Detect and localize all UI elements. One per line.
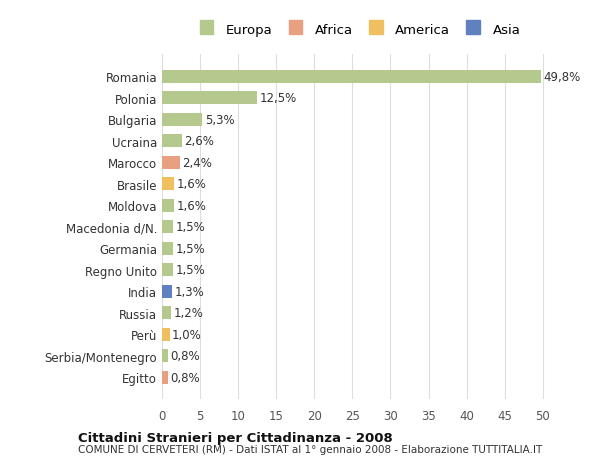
Bar: [162, 71, 541, 84]
Text: 0,8%: 0,8%: [170, 349, 200, 362]
Text: 2,6%: 2,6%: [184, 135, 214, 148]
Text: 1,6%: 1,6%: [176, 199, 206, 212]
Bar: [162, 135, 182, 148]
Legend: Europa, Africa, America, Asia: Europa, Africa, America, Asia: [193, 17, 527, 44]
Text: Cittadini Stranieri per Cittadinanza - 2008: Cittadini Stranieri per Cittadinanza - 2…: [78, 431, 393, 444]
Text: COMUNE DI CERVETERI (RM) - Dati ISTAT al 1° gennaio 2008 - Elaborazione TUTTITAL: COMUNE DI CERVETERI (RM) - Dati ISTAT al…: [78, 444, 542, 454]
Text: 1,3%: 1,3%: [174, 285, 204, 298]
Text: 5,3%: 5,3%: [205, 113, 234, 127]
Bar: [162, 199, 174, 212]
Text: 1,2%: 1,2%: [173, 307, 203, 319]
Bar: [162, 113, 202, 127]
Text: 2,4%: 2,4%: [182, 157, 212, 169]
Text: 1,5%: 1,5%: [176, 263, 205, 277]
Bar: [162, 178, 174, 191]
Text: 1,6%: 1,6%: [176, 178, 206, 191]
Bar: [162, 349, 168, 362]
Bar: [162, 328, 170, 341]
Bar: [162, 263, 173, 276]
Text: 1,5%: 1,5%: [176, 221, 205, 234]
Text: 1,5%: 1,5%: [176, 242, 205, 255]
Bar: [162, 221, 173, 234]
Bar: [162, 92, 257, 105]
Bar: [162, 157, 180, 169]
Text: 1,0%: 1,0%: [172, 328, 202, 341]
Bar: [162, 285, 172, 298]
Text: 12,5%: 12,5%: [259, 92, 297, 105]
Text: 0,8%: 0,8%: [170, 371, 200, 384]
Bar: [162, 242, 173, 255]
Bar: [162, 307, 171, 319]
Bar: [162, 371, 168, 384]
Text: 49,8%: 49,8%: [544, 71, 581, 84]
